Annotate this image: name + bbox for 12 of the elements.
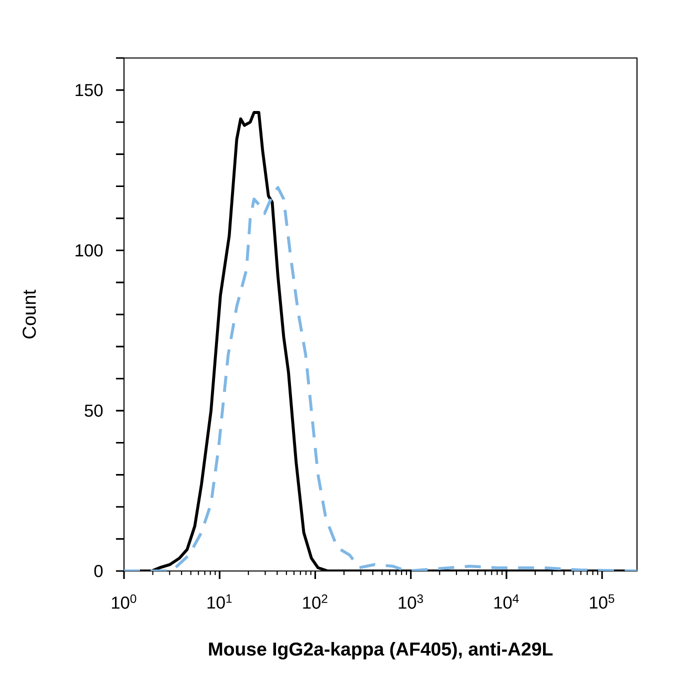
- x-tick-label: 10$^{1}$: [208, 594, 232, 609]
- x-tick-label: 10$^{3}$: [398, 594, 423, 609]
- x-tick-label: 10$^{2}$: [303, 594, 328, 609]
- y-tick-label: 150: [76, 84, 103, 96]
- x-tick-label: 10$^{0}$: [112, 594, 136, 609]
- x-tick-label: 10$^{5}$: [590, 594, 614, 609]
- y-tick-label: 50: [84, 404, 103, 417]
- x-tick-label: 10$^{4}$: [494, 594, 519, 609]
- y-axis-title: Count: [22, 290, 36, 338]
- y-tick-label: 0: [94, 564, 103, 578]
- y-tick-label: 100: [76, 244, 103, 257]
- x-axis-title: Mouse IgG2a-kappa (AF405), anti-A29L: [209, 642, 553, 660]
